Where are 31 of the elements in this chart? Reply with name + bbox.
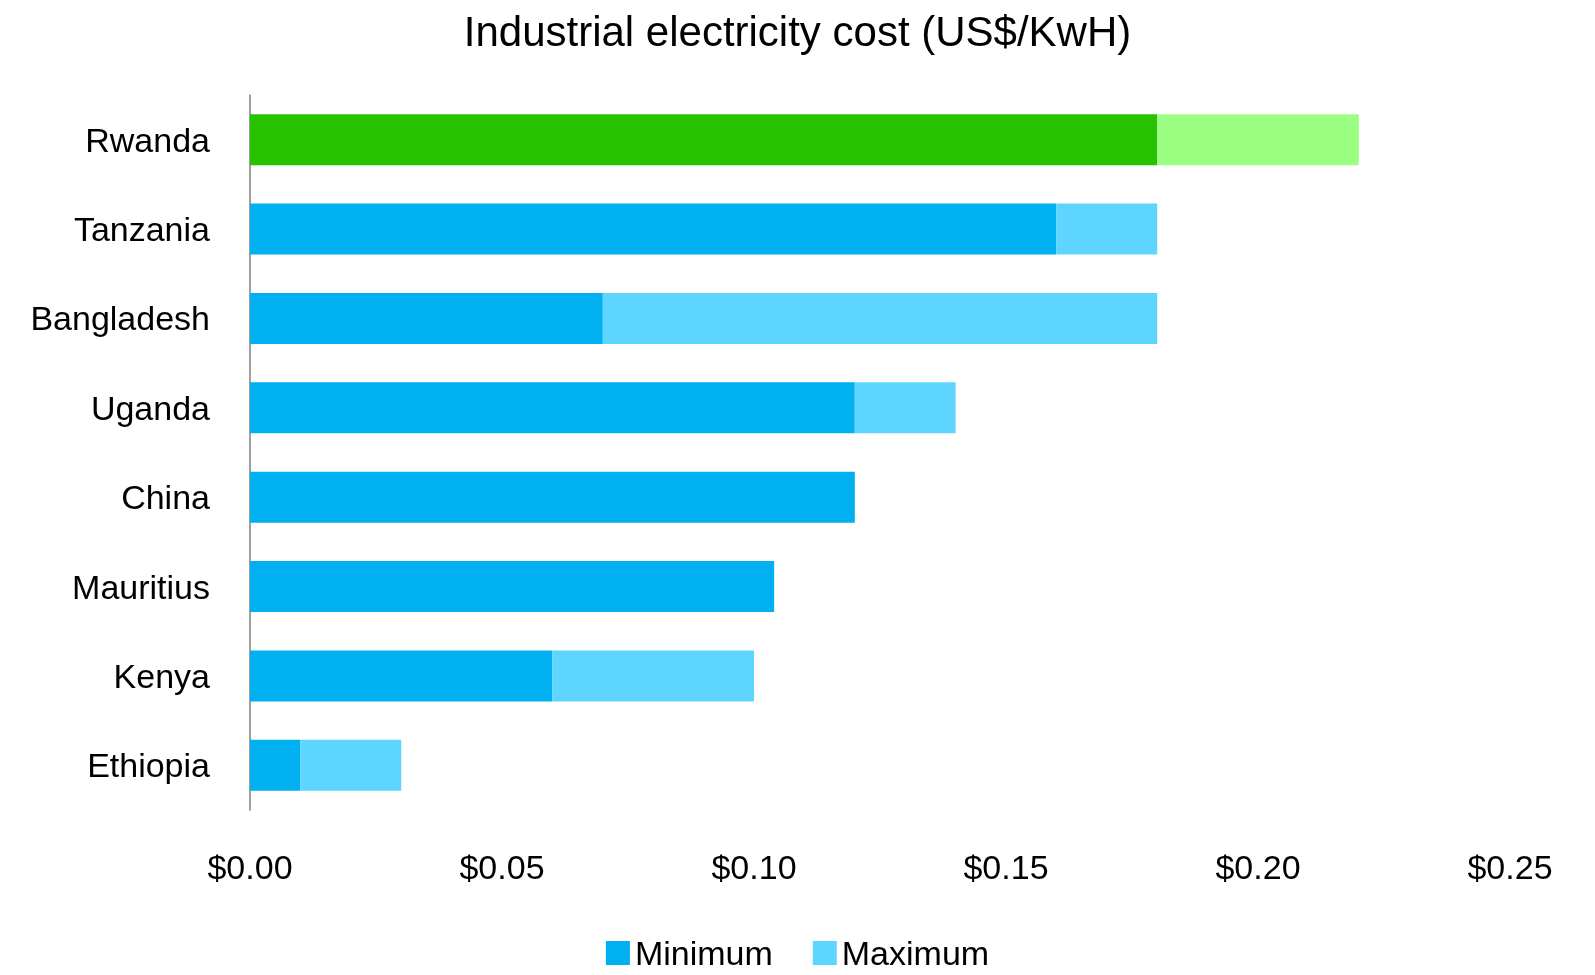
x-tick-label: $0.05 — [459, 848, 545, 886]
legend-label: Maximum — [841, 934, 990, 972]
y-tick-label: Uganda — [90, 388, 211, 427]
y-tick-label: China — [121, 478, 211, 517]
bar — [250, 650, 553, 702]
bar — [250, 292, 603, 344]
bar — [250, 471, 855, 523]
y-tick-label: Rwanda — [85, 120, 211, 159]
x-tick-label: $0.20 — [1215, 848, 1301, 886]
x-tick-label: $0.00 — [207, 848, 293, 886]
bar — [1056, 203, 1158, 255]
y-tick-label: Ethiopia — [87, 746, 211, 785]
legend-label: Minimum — [634, 934, 773, 972]
bar — [854, 382, 956, 434]
x-tick-label: $0.15 — [963, 848, 1049, 886]
bar — [250, 739, 301, 791]
y-tick-label: Tanzania — [73, 210, 211, 249]
x-tick-label: $0.25 — [1467, 848, 1553, 886]
bar — [250, 561, 775, 613]
y-tick-label: Bangladesh — [30, 299, 210, 338]
bar — [250, 382, 855, 434]
bar — [1157, 114, 1359, 166]
bar — [552, 650, 754, 702]
y-tick-label: Mauritius — [72, 567, 210, 606]
bar — [602, 292, 1158, 344]
bar — [300, 739, 402, 791]
chart-title: Industrial electricity cost (US$/KwH) — [463, 7, 1132, 55]
bar — [250, 114, 1158, 166]
bar — [250, 203, 1057, 255]
x-tick-label: $0.10 — [711, 848, 797, 886]
y-tick-label: Kenya — [113, 656, 211, 695]
